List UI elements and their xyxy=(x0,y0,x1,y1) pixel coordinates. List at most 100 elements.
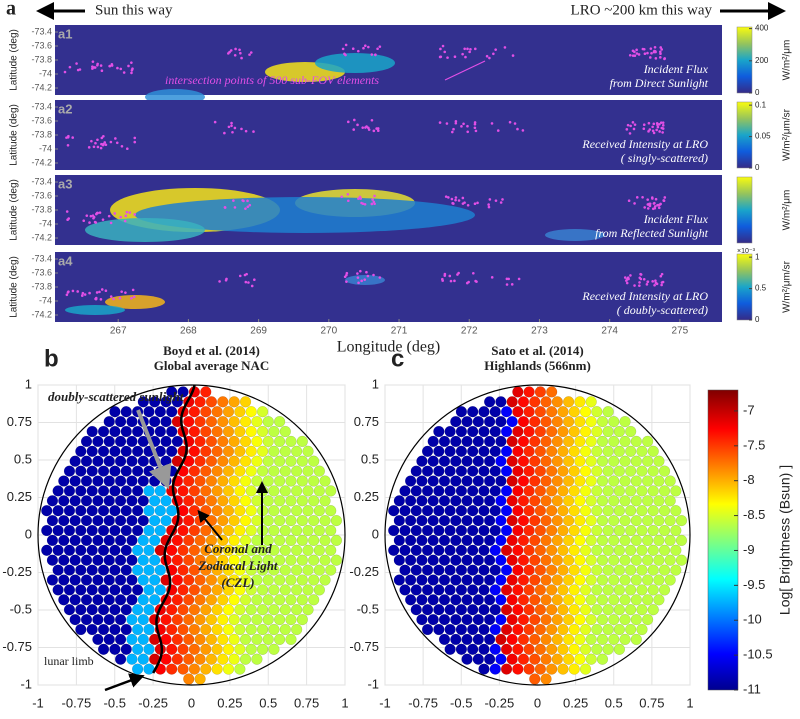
fov-dot xyxy=(647,604,659,616)
fov-dot xyxy=(540,594,552,606)
fov-dot xyxy=(285,574,297,586)
fov-dot xyxy=(523,465,535,477)
fov-dot xyxy=(188,663,201,675)
fov-dot xyxy=(211,663,223,675)
sub-fov-point xyxy=(467,280,470,284)
fov-dot xyxy=(596,574,609,586)
sub-fov-point xyxy=(660,283,663,287)
fov-dot xyxy=(467,445,479,457)
sub-fov-point xyxy=(454,121,458,125)
fov-dot xyxy=(427,475,439,487)
fov-dot xyxy=(211,623,223,636)
fov-dot xyxy=(630,554,642,566)
fov-dot xyxy=(143,505,155,517)
fov-dot xyxy=(506,554,518,566)
fov-dot xyxy=(602,643,614,655)
x-tick-label: 275 xyxy=(672,326,689,337)
sub-fov-point xyxy=(66,218,69,222)
fov-dot xyxy=(239,574,252,586)
sub-fov-point xyxy=(472,271,475,275)
fov-dot xyxy=(444,584,456,596)
fov-dot xyxy=(80,613,93,626)
fov-dot xyxy=(234,544,246,556)
fov-dot xyxy=(183,594,195,606)
sub-fov-point xyxy=(252,130,255,133)
fov-dot xyxy=(177,544,189,556)
fov-dot xyxy=(546,386,558,398)
sub-fov-point xyxy=(452,202,455,205)
fov-dot xyxy=(200,663,212,675)
fov-dot xyxy=(222,505,235,517)
fov-dot xyxy=(160,495,172,507)
fov-dot xyxy=(568,643,580,655)
sub-fov-point xyxy=(628,132,632,135)
fov-dot xyxy=(461,653,473,665)
annotation: Received Intensity at LRO xyxy=(581,137,708,151)
x-tick-label: 270 xyxy=(320,326,337,337)
fov-dot xyxy=(120,465,132,477)
fov-dot xyxy=(517,594,530,606)
fov-dot xyxy=(484,554,496,566)
fov-dot xyxy=(126,475,138,487)
fov-dot xyxy=(540,653,552,665)
fov-dot xyxy=(114,416,127,428)
chart-title: Global average NAC xyxy=(154,358,270,373)
fov-dot xyxy=(143,584,155,596)
fov-dot xyxy=(92,534,104,547)
fov-dot xyxy=(472,554,484,566)
fov-dot xyxy=(251,514,263,527)
fov-dot xyxy=(427,495,439,507)
fov-dot xyxy=(52,584,64,596)
fov-dot xyxy=(433,564,445,576)
fov-dot xyxy=(444,544,456,556)
fov-dot xyxy=(647,445,659,457)
fov-dot xyxy=(467,643,479,655)
fov-dot xyxy=(137,653,149,665)
fov-dot xyxy=(228,594,240,606)
fov-dot xyxy=(450,633,462,646)
sub-fov-point xyxy=(230,121,233,125)
fov-dot xyxy=(500,564,513,576)
fov-dot xyxy=(574,574,586,586)
fov-dot xyxy=(234,623,246,636)
fov-dot xyxy=(234,485,246,497)
sub-fov-point xyxy=(650,196,654,199)
panel-label: a1 xyxy=(58,26,72,41)
fov-dot xyxy=(568,544,580,556)
fov-dot xyxy=(608,534,620,547)
fov-dot xyxy=(506,455,518,467)
fov-dot xyxy=(52,524,64,537)
fov-dot xyxy=(80,574,93,586)
fov-dot xyxy=(211,425,223,438)
fov-dot xyxy=(200,465,212,477)
sub-fov-point xyxy=(63,70,67,74)
fov-dot xyxy=(245,425,257,438)
fov-dot xyxy=(574,416,586,428)
fov-dot xyxy=(120,604,132,616)
fov-dot xyxy=(551,396,563,408)
fov-dot xyxy=(546,623,558,636)
fov-dot xyxy=(478,406,490,418)
fov-dot xyxy=(484,495,496,507)
y-tick-label: -73.8 xyxy=(31,129,52,139)
sub-fov-point xyxy=(132,295,136,299)
fov-dot xyxy=(46,574,59,586)
sub-fov-point xyxy=(646,51,649,55)
fov-dot xyxy=(506,514,518,527)
fov-dot xyxy=(46,534,59,547)
sub-fov-point xyxy=(460,125,463,128)
sub-fov-point xyxy=(253,278,256,282)
fov-dot xyxy=(279,544,291,556)
colorbar-tick-label: -7 xyxy=(743,402,755,417)
fov-dot xyxy=(489,524,501,537)
fov-dot xyxy=(596,514,609,527)
sub-fov-point xyxy=(627,199,631,202)
fov-dot xyxy=(399,524,411,537)
fov-dot xyxy=(154,564,166,576)
fov-dot xyxy=(41,544,53,556)
fov-dot xyxy=(239,554,252,566)
fov-dot xyxy=(92,613,104,626)
fov-dot xyxy=(268,564,280,576)
sub-fov-point xyxy=(633,202,636,205)
fov-dot xyxy=(450,534,462,547)
